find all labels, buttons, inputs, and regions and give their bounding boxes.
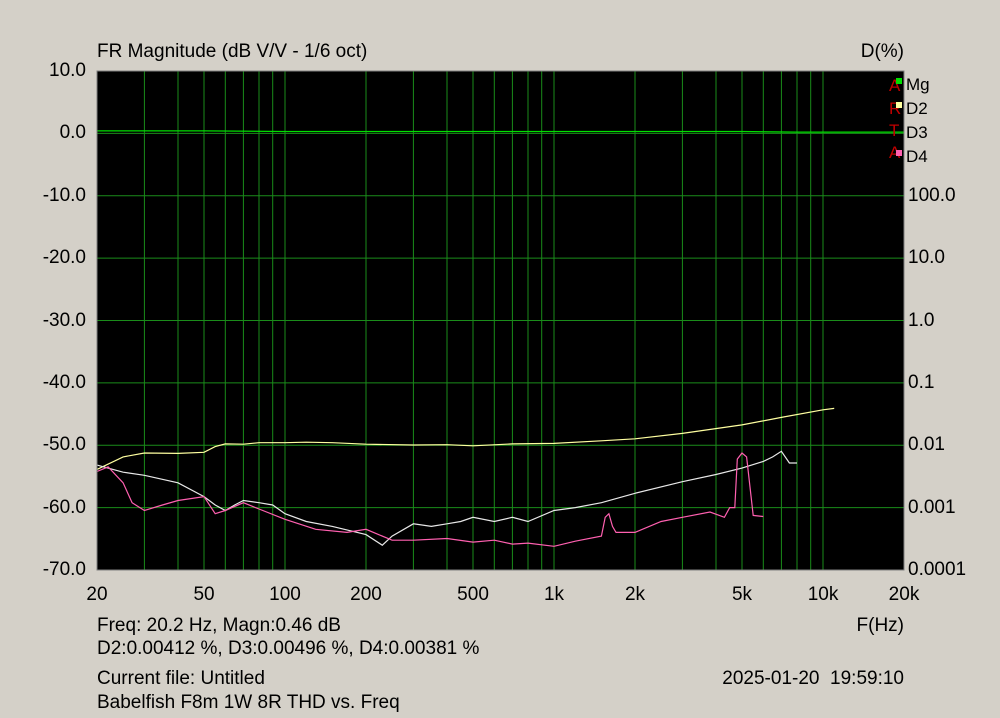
x-tick-label: 1k [543,584,565,605]
x-tick-label: 10k [807,584,839,605]
x-axis-unit: F(Hz) [856,615,904,636]
measurement-description: Babelfish F8m 1W 8R THD vs. Freq [97,692,400,713]
y2-tick-label: 100.0 [908,184,956,206]
y2-tick-label: 1.0 [908,309,935,331]
y-tick-label: -40.0 [42,371,86,393]
x-tick-label: 20 [86,584,108,605]
legend-label: Mg [906,75,930,94]
y2-tick-label: 0.1 [908,371,935,393]
plot-frame [96,70,905,571]
y-tick-label: 10.0 [49,60,86,81]
series-line-mg [97,130,904,133]
x-tick-label: 200 [350,584,382,605]
x-tick-label: 5k [731,584,753,605]
watermark-letter: A [889,143,901,162]
legend-label: D2 [906,99,928,118]
series-group [96,130,904,547]
y2-tick-label: 0.001 [908,496,956,518]
series-line-d2 [96,407,835,470]
y-tick-label: -10.0 [42,184,86,206]
y-tick-label: -50.0 [42,434,86,456]
x-tick-label: 20k [888,584,920,605]
legend-item-d3: D3 [896,124,928,141]
x-tick-label: 2k [624,584,646,605]
watermark-letter: A [889,76,901,95]
watermark-letter: T [889,121,900,140]
series-line-d4 [96,452,764,547]
legend-swatch [896,150,902,156]
y2-tick-label: 0.0001 [908,559,967,580]
legend-label: D3 [906,123,928,142]
x-tick-label: 50 [193,584,215,605]
legend-item-mg: Mg [896,76,930,93]
y2-tick-label: 10.0 [908,247,945,269]
right-axis-title: D(%) [860,41,904,62]
chart-title: FR Magnitude (dB V/V - 1/6 oct) [97,41,368,62]
current-file: Current file: Untitled [97,668,265,689]
legend-swatch [896,126,902,132]
y-tick-label: -70.0 [42,559,86,580]
x-tick-label: 500 [457,584,489,605]
freq-readout: Freq: 20.2 Hz, Magn:0.46 dB [97,615,341,636]
y-tick-label: -60.0 [42,496,86,518]
y-tick-label: -30.0 [42,309,86,331]
y-tick-label: -20.0 [42,247,86,269]
legend-label: D4 [906,147,928,166]
legend-swatch [896,102,902,108]
x-tick-label: 100 [269,584,301,605]
legend-item-d4: D4 [896,148,928,165]
timestamp: 2025-01-20 19:59:10 [722,668,904,689]
legend-item-d2: D2 [896,100,928,117]
y-tick-label: 0.0 [59,122,86,144]
legend-swatch [896,78,902,84]
distortion-readout: D2:0.00412 %, D3:0.00496 %, D4:0.00381 % [97,638,480,659]
y2-tick-label: 0.01 [908,434,945,456]
